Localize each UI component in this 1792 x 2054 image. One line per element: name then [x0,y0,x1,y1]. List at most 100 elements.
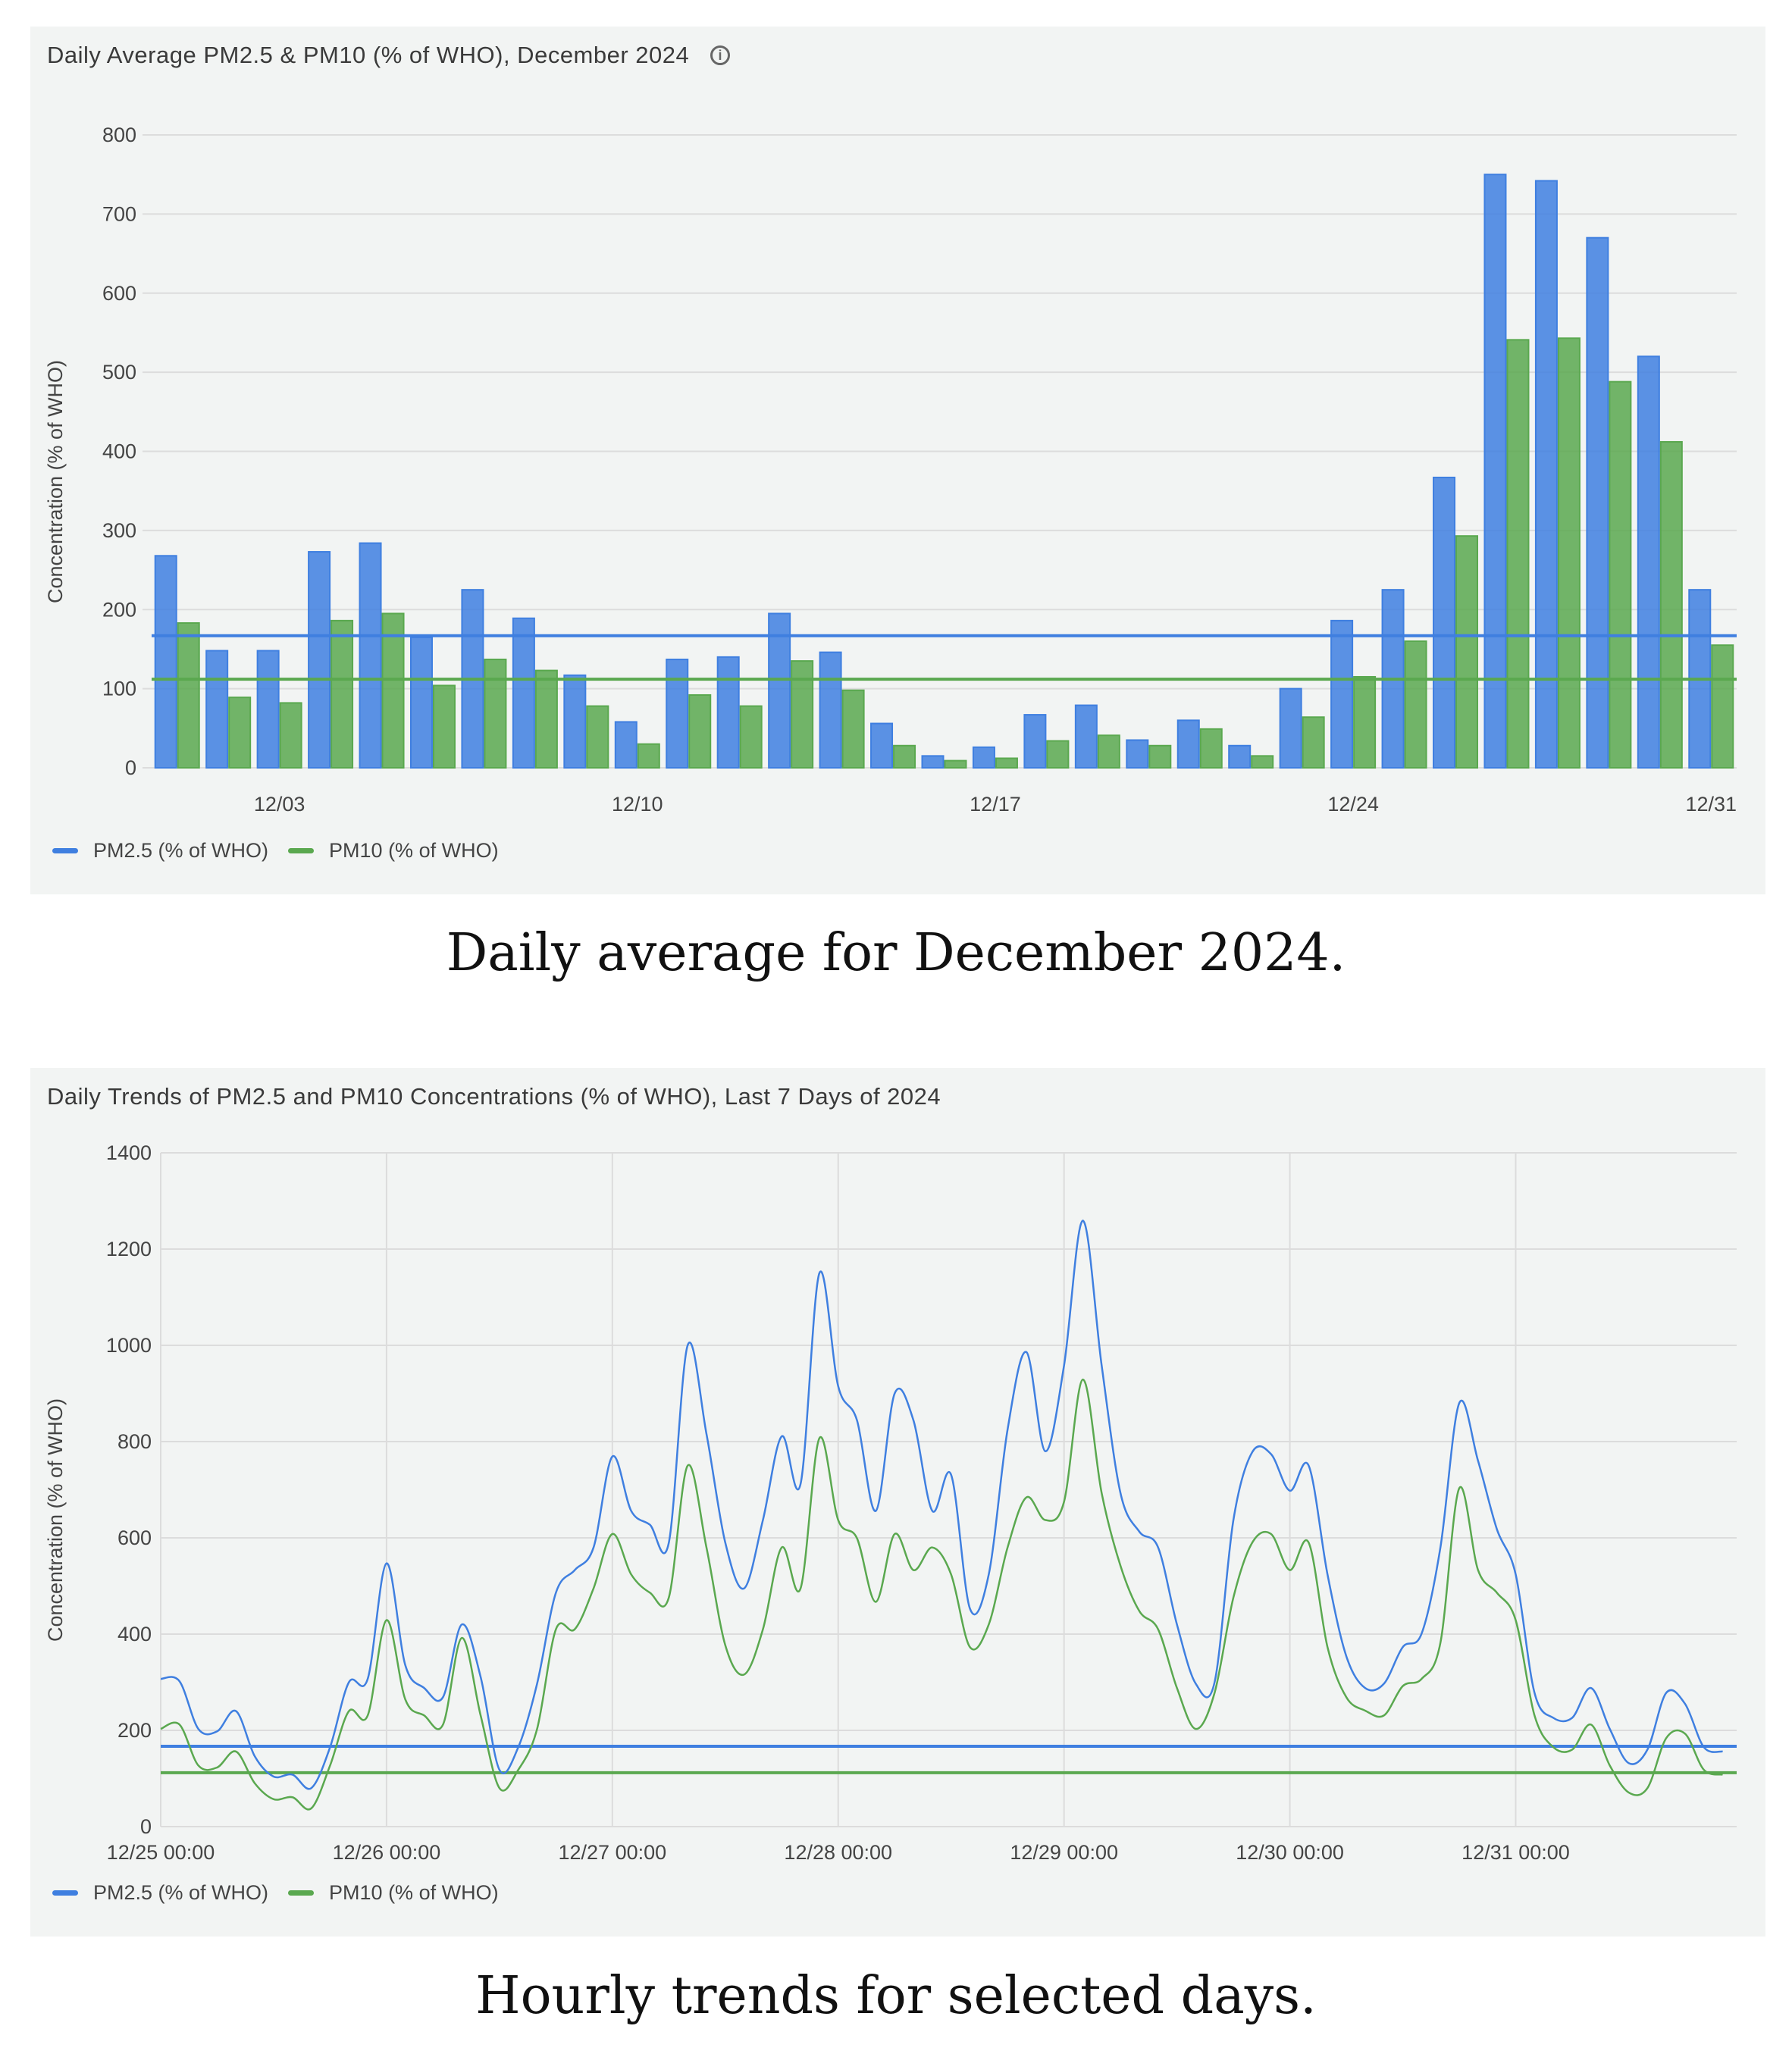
y-tick-label: 200 [102,598,136,621]
daily-chart-title: Daily Average PM2.5 & PM10 (% of WHO), D… [47,42,690,68]
y-tick-label: 600 [102,282,136,305]
bar-pm25-12-05 [359,542,382,769]
y-tick-label: 600 [117,1526,152,1549]
y-tick-label: 500 [102,361,136,384]
bar-pm10-12-10 [637,743,660,769]
y-tick-label: 100 [102,678,136,700]
legend-label-pm25: PM2.5 (% of WHO) [93,1881,269,1904]
bar-pm10-12-03 [279,702,302,769]
bar-pm10-12-20 [1148,744,1172,769]
hourly-chart-title: Daily Trends of PM2.5 and PM10 Concentra… [47,1083,941,1110]
bar-pm10-12-01 [177,622,200,769]
chart-legend: PM2.5 (% of WHO) PM10 (% of WHO) [52,839,499,863]
bar-pm10-12-16 [944,759,967,769]
y-tick-label: 400 [117,1623,152,1645]
bar-pm10-12-29 [1609,380,1632,769]
bar-pm10-12-27 [1506,339,1530,769]
bar-pm25-12-27 [1483,174,1507,769]
bar-pm10-12-22 [1251,755,1274,769]
bar-pm10-12-30 [1659,440,1683,769]
bar-pm25-12-18 [1023,714,1047,769]
chart-title: Daily Trends of PM2.5 and PM10 Concentra… [47,1083,941,1110]
bar-pm10-12-31 [1711,644,1734,769]
legend-item-pm25[interactable]: PM2.5 (% of WHO) [52,1881,268,1905]
bar-pm25-12-22 [1228,744,1252,769]
x-tick-label: 12/31 00:00 [1461,1841,1570,1864]
bar-pm10-12-18 [1046,740,1070,769]
y-tick-label: 1400 [106,1141,152,1164]
y-tick-label: 800 [117,1430,152,1453]
x-tick-label: 12/30 00:00 [1236,1841,1344,1864]
chart-legend: PM2.5 (% of WHO) PM10 (% of WHO) [52,1881,499,1905]
info-icon[interactable]: i [710,45,731,65]
bar-pm25-12-13 [768,612,791,769]
bar-pm25-12-16 [921,755,945,769]
legend-label-pm10: PM10 (% of WHO) [329,1881,499,1904]
bar-pm10-12-21 [1199,728,1223,769]
bar-pm10-12-09 [586,705,609,769]
y-tick-label: 800 [102,124,136,146]
hourly-trend-chart-panel: Daily Trends of PM2.5 and PM10 Concentra… [30,1068,1765,1937]
bar-pm10-12-26 [1455,535,1479,769]
bar-pm25-12-11 [666,659,689,769]
y-tick-label: 200 [117,1719,152,1742]
bar-pm10-12-02 [228,697,252,769]
legend-swatch-pm25 [52,848,78,853]
bar-pm10-12-17 [995,757,1018,769]
bar-pm25-12-17 [972,746,995,769]
bar-pm25-12-09 [563,674,587,769]
bar-pm10-12-04 [331,619,354,769]
line-chart: 0 200 400 600 800 1000 1200 1400 12/25 00:00 12/2… [44,1141,1737,1864]
bar-pm25-12-15 [870,722,894,769]
line-series-pm10 [160,1378,1723,1811]
bar-pm25-12-19 [1074,704,1098,769]
x-tick-label: 12/17 [970,793,1021,816]
bar-pm10-12-24 [1353,675,1377,769]
line-series-pm25 [160,1220,1723,1790]
legend-item-pm10[interactable]: PM10 (% of WHO) [288,839,499,863]
x-tick-label: 12/24 [1327,793,1379,816]
bar-pm10-12-08 [534,669,558,769]
legend-item-pm25[interactable]: PM2.5 (% of WHO) [52,839,268,863]
legend-item-pm10[interactable]: PM10 (% of WHO) [288,1881,499,1905]
daily-average-chart-panel: Daily Average PM2.5 & PM10 (% of WHO), D… [30,27,1765,894]
bar-pm25-12-10 [614,721,638,769]
y-tick-label: 300 [102,519,136,542]
bar-chart: 0 100 200 300 400 500 600 700 800 Concentration (… [44,124,1737,816]
bar-pm10-12-06 [432,684,456,769]
x-tick-label: 12/29 00:00 [1010,1841,1118,1864]
bar-pm10-12-13 [791,660,814,769]
chart-title: Daily Average PM2.5 & PM10 (% of WHO), D… [47,42,731,69]
bar-pm10-12-23 [1302,716,1325,769]
bar-pm25-12-02 [205,650,229,769]
y-tick-label: 700 [102,202,136,225]
bar-pm25-12-20 [1126,739,1149,769]
bar-pm25-12-29 [1586,236,1609,769]
bar-pm25-12-12 [716,656,740,769]
bar-pm25-12-26 [1433,476,1456,769]
y-axis-title: Concentration (% of WHO) [44,360,67,603]
y-axis-title: Concentration (% of WHO) [44,1398,67,1642]
bar-pm25-12-28 [1534,180,1558,769]
legend-swatch-pm10 [288,1890,315,1896]
x-tick-label: 12/10 [612,793,663,816]
y-tick-label: 1000 [106,1334,152,1357]
daily-caption: Daily average for December 2024. [446,923,1346,983]
x-tick-label: 12/26 00:00 [333,1841,441,1864]
y-tick-label: 0 [140,1815,152,1838]
y-tick-label: 400 [102,440,136,463]
bar-pm10-12-15 [893,744,916,769]
bar-pm25-12-24 [1330,619,1354,769]
bar-pm25-12-14 [819,651,842,769]
bar-pm10-12-11 [688,694,712,769]
bar-pm10-12-28 [1557,337,1581,769]
legend-label-pm10: PM10 (% of WHO) [329,839,499,862]
x-tick-label: 12/28 00:00 [784,1841,892,1864]
bar-pm10-12-14 [841,689,865,769]
legend-swatch-pm10 [288,848,315,853]
bar-pm10-12-05 [381,612,405,769]
bar-pm25-12-03 [256,650,280,769]
bar-pm25-12-06 [409,636,433,769]
bar-pm25-12-30 [1637,355,1660,769]
bar-pm25-12-04 [308,551,331,769]
